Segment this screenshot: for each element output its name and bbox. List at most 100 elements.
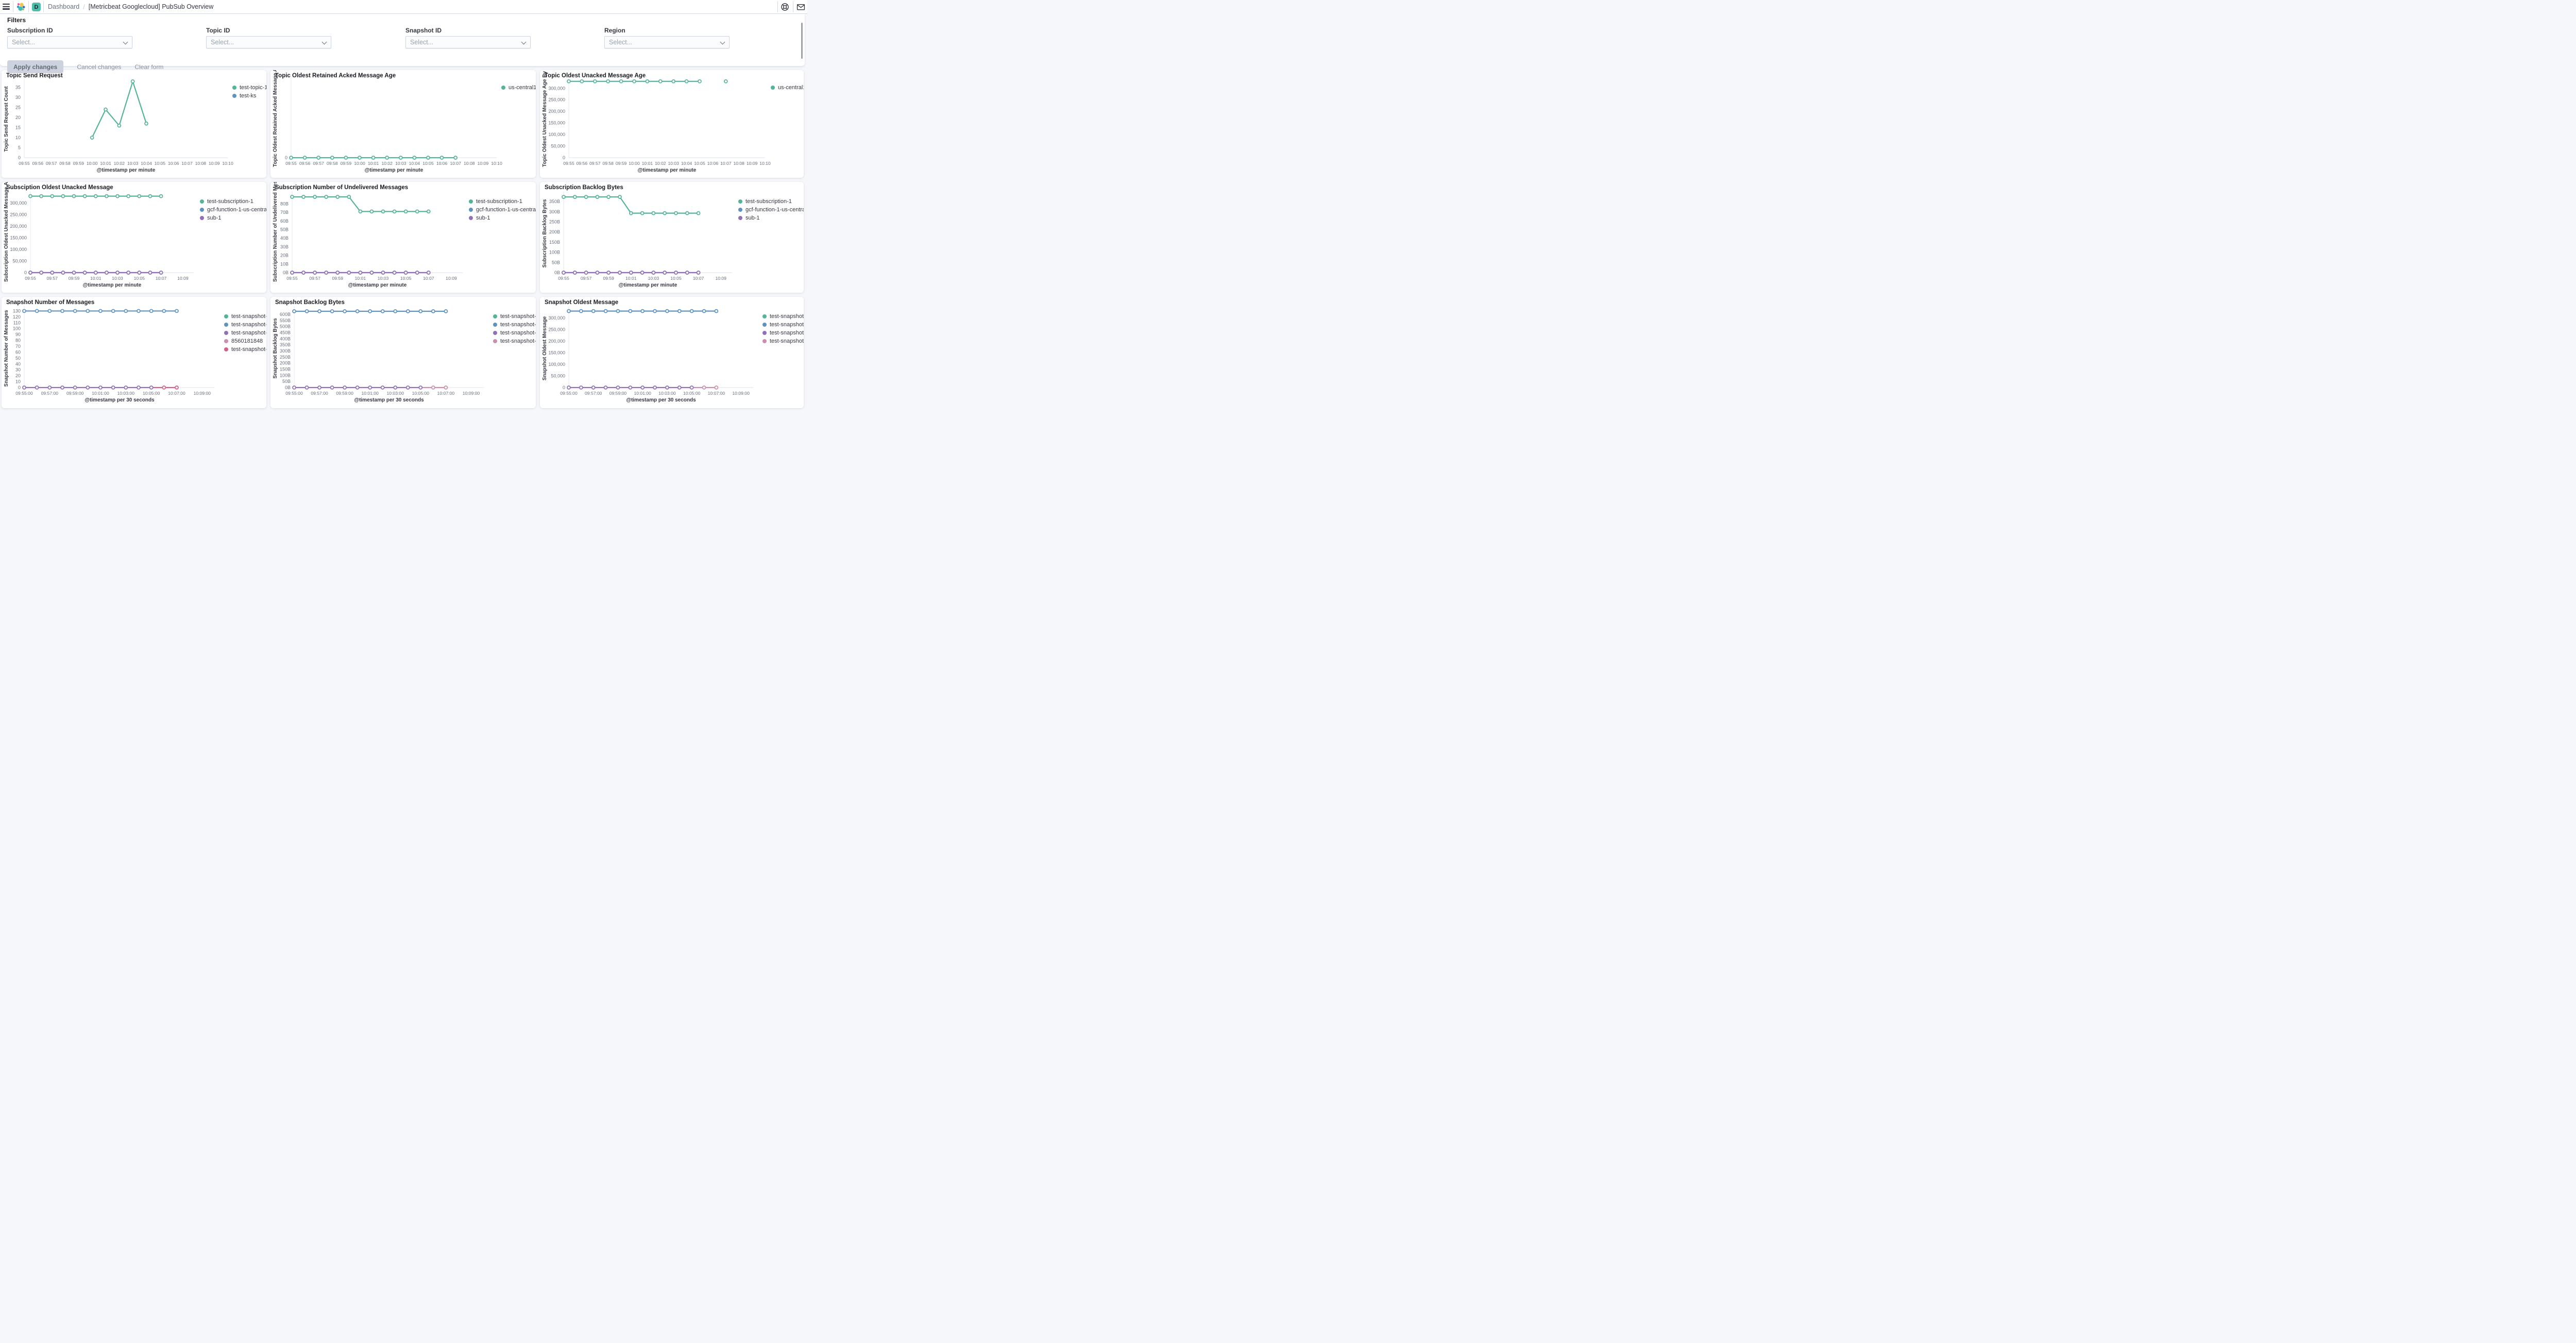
svg-text:110: 110: [13, 320, 21, 325]
menu-icon[interactable]: [3, 4, 10, 10]
data-point-test-snapshot-4: [431, 385, 435, 390]
data-point-us-central1: [632, 79, 636, 83]
svg-text:300,000: 300,000: [548, 86, 565, 91]
svg-text:10:09: 10:09: [209, 161, 220, 166]
topic-id-select[interactable]: Select...: [206, 36, 331, 48]
svg-text:70: 70: [15, 344, 21, 349]
svg-text:30B: 30B: [280, 244, 289, 249]
svg-text:10:01: 10:01: [368, 161, 379, 166]
data-point-test-subscription-1: [426, 209, 431, 214]
cancel-changes-button[interactable]: Cancel changes: [77, 63, 122, 71]
legend-item-test-snapshot-2[interactable]: test-snapshot-2: [224, 321, 266, 329]
svg-text:90: 90: [15, 332, 21, 337]
legend-item-test-snapshot-1[interactable]: test-snapshot-1: [762, 312, 804, 321]
space-avatar[interactable]: D: [32, 3, 41, 11]
help-icon[interactable]: [781, 3, 789, 11]
elastic-logo[interactable]: [16, 3, 25, 11]
legend-item-test-snapshot-4[interactable]: test-snapshot-4: [493, 337, 536, 345]
svg-text:09:59:00: 09:59:00: [609, 391, 627, 396]
legend-dot: [493, 331, 497, 335]
subscription-id-placeholder: Select...: [12, 39, 36, 46]
legend-item-gcf-function-1-us-central1-te[interactable]: gcf-function-1-us-central1-te...: [738, 206, 804, 214]
svg-text:10: 10: [15, 135, 21, 140]
subscription-id-select[interactable]: Select...: [7, 36, 132, 48]
data-point-test-snapshot-3: [591, 385, 596, 390]
svg-text:09:56: 09:56: [577, 161, 588, 166]
data-point-test-snapshot-2: [444, 309, 448, 313]
region-select[interactable]: Select...: [604, 36, 730, 48]
svg-text:120: 120: [13, 314, 21, 320]
data-point-test-subscription-1: [72, 194, 76, 198]
legend-item-test-snapshot-2[interactable]: test-snapshot-2: [762, 321, 804, 329]
svg-text:Topic Send Request Count: Topic Send Request Count: [4, 86, 9, 152]
chart-panel-topic-oldest-retained-acked-message-age: Topic Oldest Retained Acked Message Age 0…: [270, 70, 536, 178]
data-point-test-snapshot-2: [162, 309, 166, 313]
data-point-test-snapshot-3: [124, 385, 128, 390]
svg-text:10:06: 10:06: [436, 161, 448, 166]
legend-label: test-snapshot-3: [500, 330, 536, 336]
data-point-sub-1: [685, 271, 689, 275]
legend-item-sub-1[interactable]: sub-1: [738, 214, 804, 222]
legend-item-sub-1[interactable]: sub-1: [200, 214, 266, 222]
data-point-test-topic-1: [90, 136, 94, 140]
legend-item-test-snapshot-2[interactable]: test-snapshot-2: [493, 321, 536, 329]
legend-item-us-central1[interactable]: us-central1: [501, 83, 536, 92]
data-point-test-subscription-1: [148, 194, 152, 198]
svg-text:09:57:00: 09:57:00: [41, 391, 59, 396]
chart-plot: 009:55 09:56 09:57 09:58 09:59 10:00 10:01 10:0…: [273, 70, 502, 173]
legend-item-test-subscription-1[interactable]: test-subscription-1: [469, 197, 536, 206]
legend-item-test-snapshot-1[interactable]: test-snapshot-1: [493, 312, 536, 321]
legend-dot: [501, 86, 505, 90]
legend-item-8560181848[interactable]: 8560181848: [224, 337, 266, 345]
svg-text:10:02: 10:02: [655, 161, 666, 166]
data-point-us-central1: [698, 79, 702, 83]
breadcrumb-dashboard-link[interactable]: Dashboard: [48, 3, 80, 10]
data-point-test-snapshot-2: [393, 309, 398, 313]
filters-scrollbar-thumb[interactable]: [801, 23, 803, 59]
svg-text:300B: 300B: [280, 348, 291, 354]
legend-item-sub-1[interactable]: sub-1: [469, 214, 536, 222]
legend-item-test-snapshot-3[interactable]: test-snapshot-3: [493, 329, 536, 337]
svg-text:10:01:00: 10:01:00: [92, 391, 109, 396]
legend-dot: [469, 199, 473, 204]
chart-panel-snapshot-backlog-bytes: Snapshot Backlog Bytes 0B 50B 100B 150B 200B 2…: [270, 297, 536, 408]
svg-text:10:05:00: 10:05:00: [143, 391, 160, 396]
legend-item-test-subscription-1[interactable]: test-subscription-1: [738, 197, 804, 206]
svg-text:10:07: 10:07: [156, 276, 167, 281]
data-point-test-snapshot-2: [60, 309, 64, 313]
clear-form-button[interactable]: Clear form: [134, 63, 164, 71]
svg-text:09:57:00: 09:57:00: [585, 391, 602, 396]
legend-item-test-snapshot-3[interactable]: test-snapshot-3: [224, 329, 266, 337]
legend-label: us-central1: [778, 85, 804, 91]
svg-text:09:57: 09:57: [309, 276, 320, 281]
legend-item-gcf-function-1-us-central1-te[interactable]: gcf-function-1-us-central1-te...: [200, 206, 266, 214]
svg-text:10:10: 10:10: [759, 161, 771, 166]
svg-text:50B: 50B: [280, 227, 289, 232]
legend-item-test-topic-1[interactable]: test-topic-1: [232, 83, 266, 92]
chart-plot: 0B50B100B150B200B250B300B350B400B450B500…: [273, 306, 484, 403]
svg-text:0B: 0B: [283, 270, 289, 275]
chart-plot: 0 50,000 100,000 150,000 200,000 250,000 300,0…: [542, 70, 771, 173]
legend-item-gcf-function-1-us-central1-te[interactable]: gcf-function-1-us-central1-te...: [469, 206, 536, 214]
legend-item-test-snapshot-3[interactable]: test-snapshot-3: [762, 329, 804, 337]
legend-item-test-subscription-1[interactable]: test-subscription-1: [200, 197, 266, 206]
data-point-test-subscription-1: [335, 195, 340, 199]
svg-text:0B: 0B: [554, 270, 560, 275]
apply-changes-button[interactable]: Apply changes: [7, 60, 64, 73]
svg-text:10:04: 10:04: [409, 161, 420, 166]
svg-text:09:56: 09:56: [32, 161, 44, 166]
legend-label: test-subscription-1: [476, 198, 522, 205]
data-point-test-snapshot-2: [343, 309, 347, 313]
data-point-test-snapshot-2: [616, 309, 620, 313]
filters-panel: Filters Subscription ID Select... Topic …: [0, 14, 805, 73]
legend-item-test-ks[interactable]: test-ks: [232, 92, 266, 100]
legend-item-us-central1[interactable]: us-central1: [771, 83, 804, 92]
snapshot-id-select[interactable]: Select...: [405, 36, 531, 48]
legend-item-test-snapshot-4[interactable]: test-snapshot-4: [762, 337, 804, 345]
newsfeed-icon[interactable]: [796, 3, 805, 11]
legend-item-test-snapshot-1[interactable]: test-snapshot-1: [224, 312, 266, 321]
data-point-sub-1: [301, 271, 306, 275]
svg-text:10:00: 10:00: [354, 161, 365, 166]
legend-item-test-snapshot-4[interactable]: test-snapshot-4: [224, 345, 266, 354]
data-point-test-snapshot-2: [702, 309, 706, 313]
